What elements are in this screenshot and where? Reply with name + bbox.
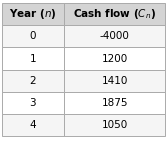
Text: 1200: 1200 xyxy=(102,53,128,64)
Text: 1050: 1050 xyxy=(102,120,128,130)
Bar xyxy=(64,25,165,47)
Bar xyxy=(2,92,64,114)
Bar xyxy=(64,114,165,136)
Bar xyxy=(64,3,165,25)
Text: 0: 0 xyxy=(30,31,36,41)
Text: 1: 1 xyxy=(29,53,36,64)
Bar xyxy=(64,92,165,114)
Text: 1410: 1410 xyxy=(101,76,128,86)
Text: 2: 2 xyxy=(29,76,36,86)
Bar xyxy=(2,47,64,70)
Text: 1875: 1875 xyxy=(101,98,128,108)
Bar xyxy=(2,3,64,25)
Bar xyxy=(64,47,165,70)
Text: -4000: -4000 xyxy=(100,31,130,41)
Text: Year ($n$): Year ($n$) xyxy=(9,7,57,21)
Text: 4: 4 xyxy=(29,120,36,130)
Bar xyxy=(64,70,165,92)
Bar xyxy=(2,70,64,92)
Bar xyxy=(2,114,64,136)
Text: Cash flow ($C_n$): Cash flow ($C_n$) xyxy=(73,7,156,21)
Bar xyxy=(2,25,64,47)
Text: 3: 3 xyxy=(29,98,36,108)
